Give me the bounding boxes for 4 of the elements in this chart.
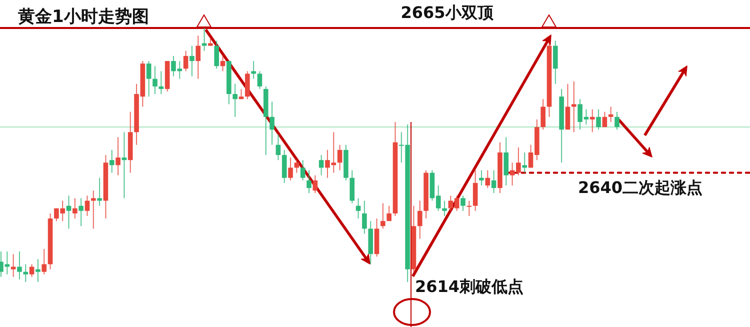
annotation: 2614刺破低点	[415, 277, 524, 296]
chart-title: 黄金1小时走势图	[17, 7, 149, 27]
ref-line-label: 2665小双顶	[400, 3, 494, 22]
ref-line-label: 2640二次起涨点	[578, 178, 703, 197]
